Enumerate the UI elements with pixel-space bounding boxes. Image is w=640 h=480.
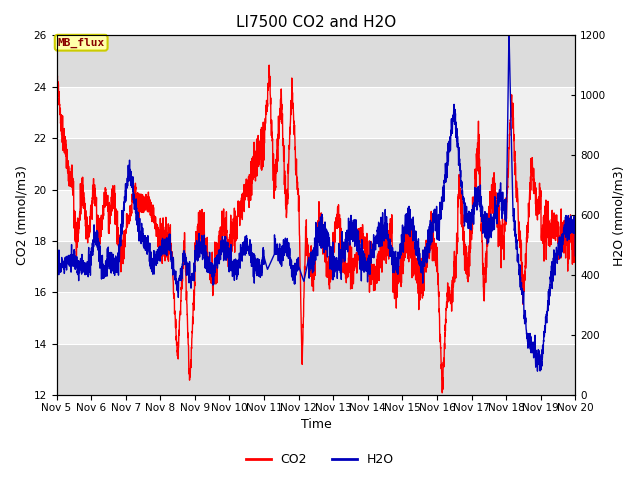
Y-axis label: CO2 (mmol/m3): CO2 (mmol/m3) <box>15 165 28 265</box>
Bar <box>56 190 575 241</box>
Text: MB_flux: MB_flux <box>58 37 105 48</box>
Bar <box>56 241 575 292</box>
Bar <box>56 292 575 344</box>
Bar <box>56 36 575 87</box>
Title: LI7500 CO2 and H2O: LI7500 CO2 and H2O <box>236 15 396 30</box>
X-axis label: Time: Time <box>301 419 332 432</box>
Y-axis label: H2O (mmol/m3): H2O (mmol/m3) <box>612 165 625 265</box>
Legend: CO2, H2O: CO2, H2O <box>241 448 399 471</box>
Bar <box>56 138 575 190</box>
Bar <box>56 344 575 395</box>
Bar <box>56 87 575 138</box>
